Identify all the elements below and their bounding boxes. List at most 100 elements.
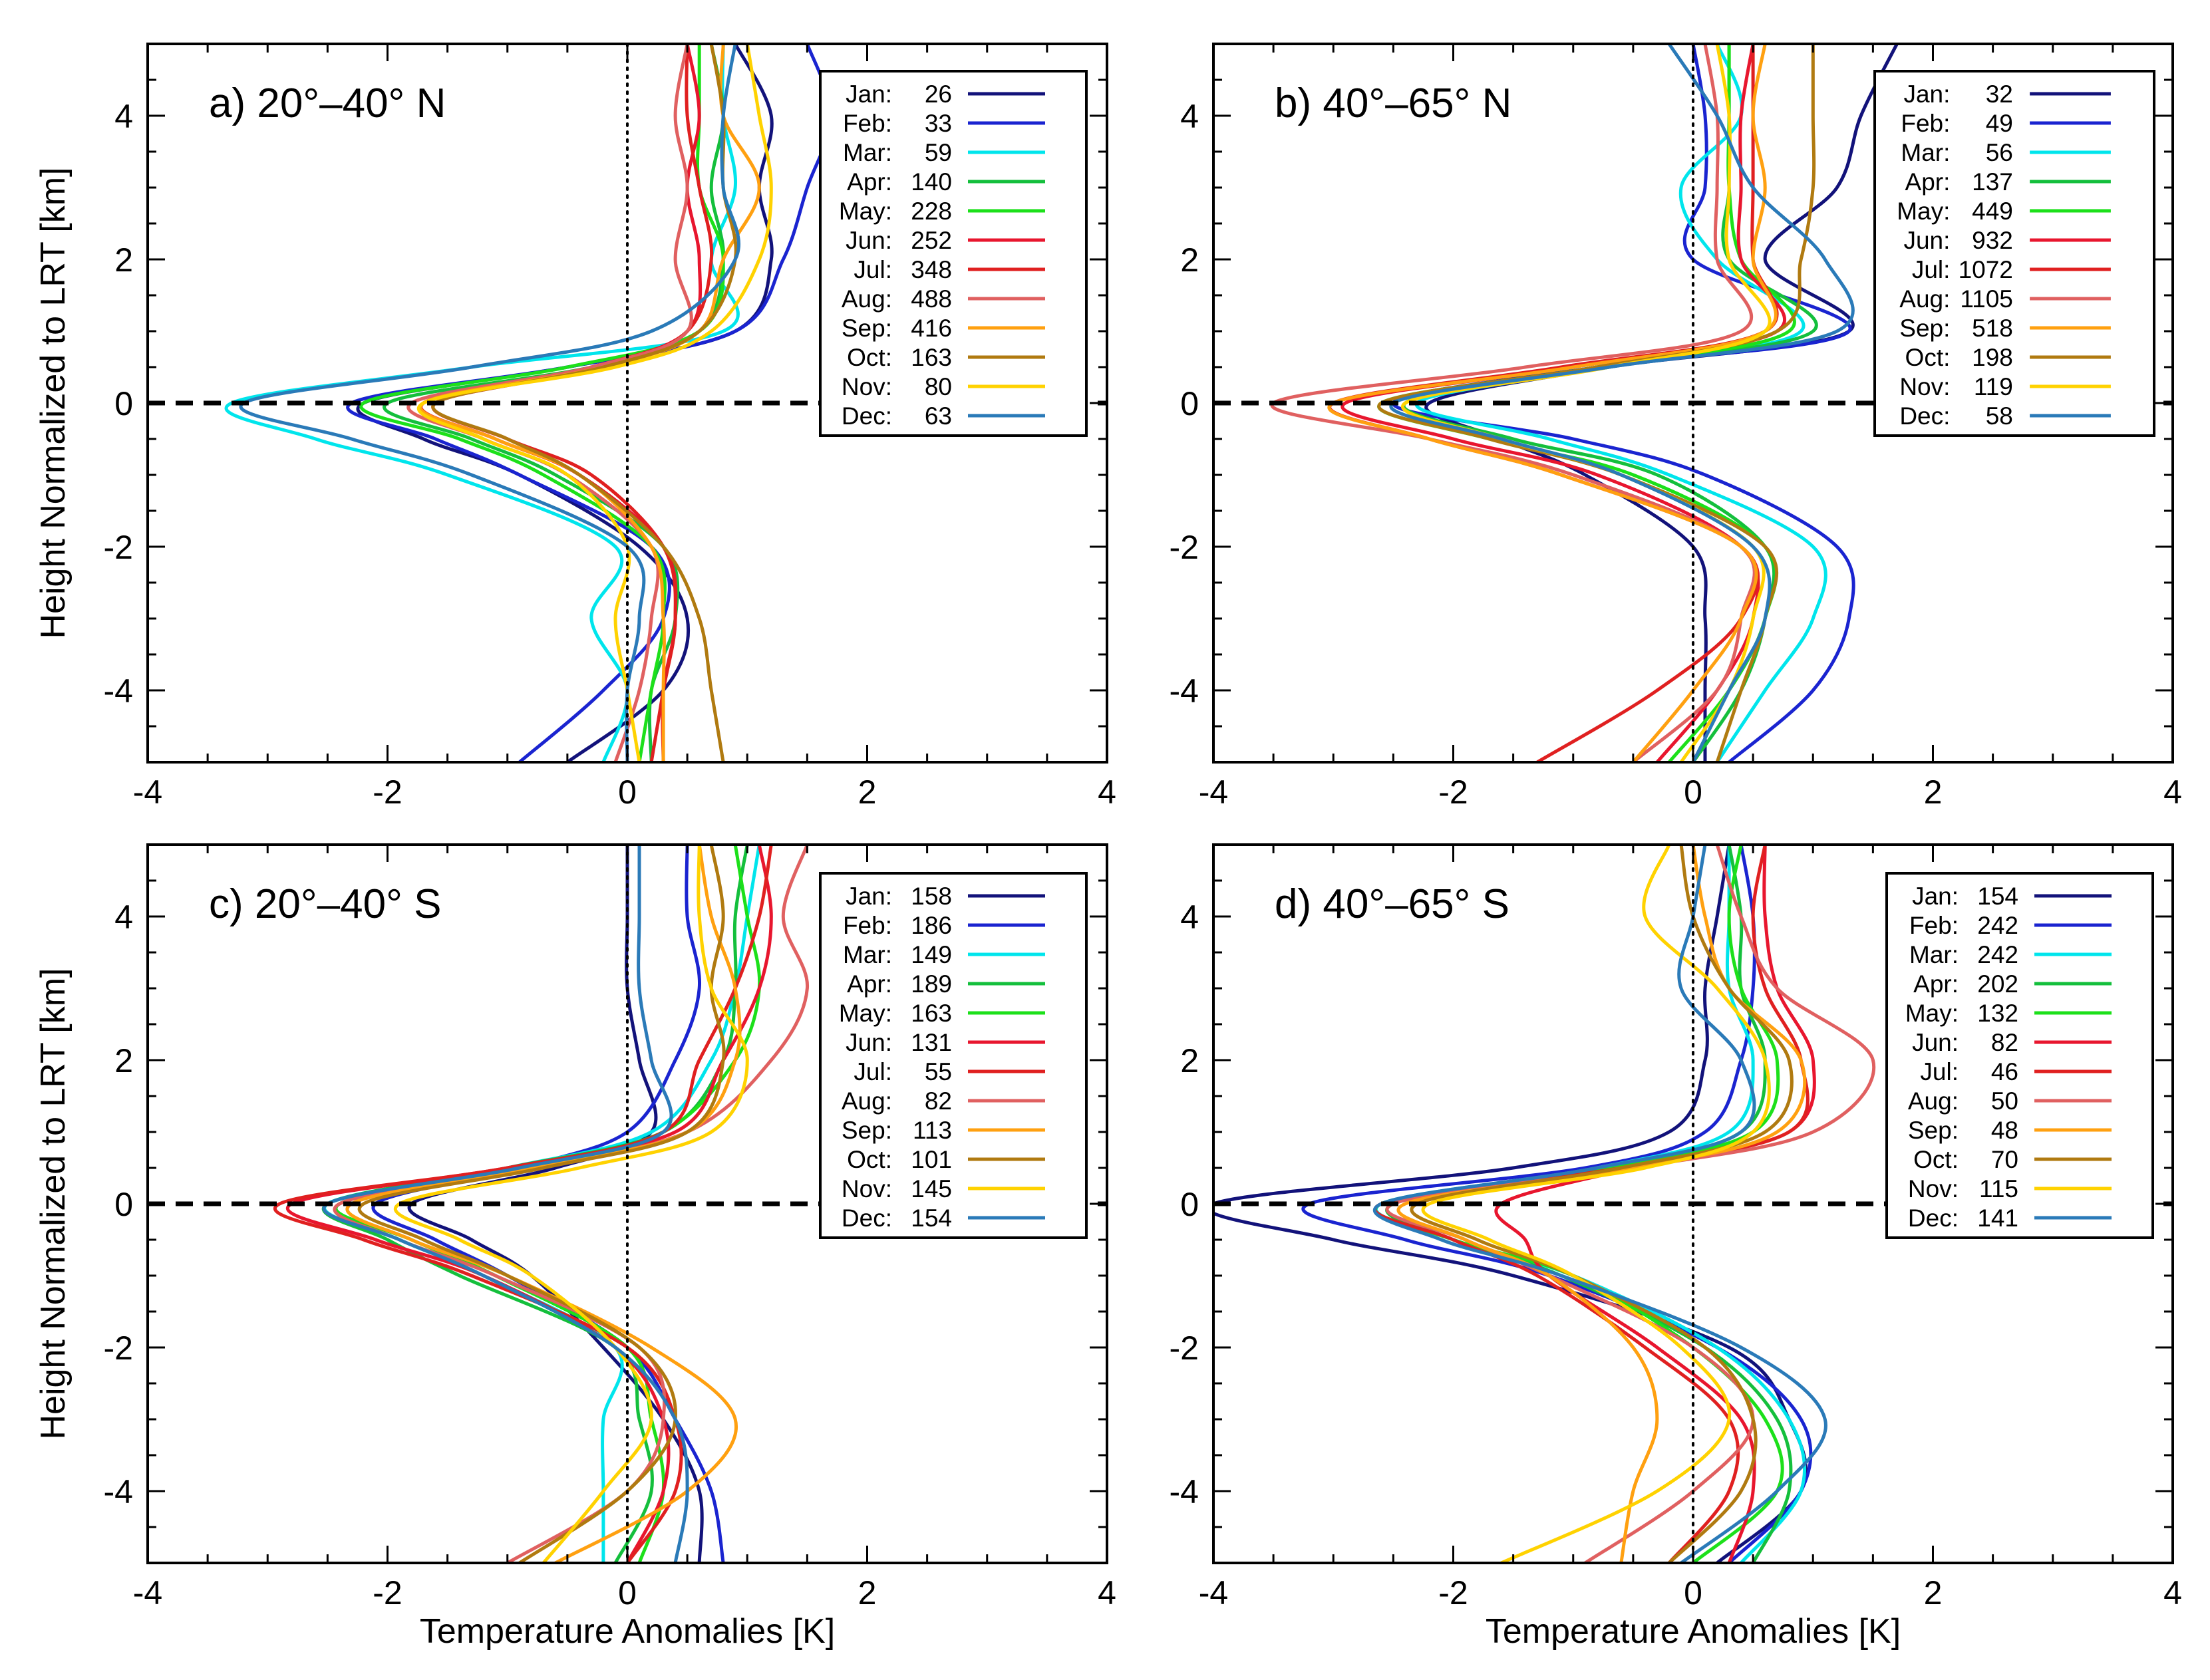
x-tick-label: -2 — [1438, 1574, 1468, 1611]
legend-entry-apr: Apr: 189 — [847, 970, 1045, 998]
legend-month: May: — [839, 1000, 892, 1027]
legend-month: Apr: — [1913, 970, 1959, 998]
legend-month: Feb: — [1909, 912, 1959, 939]
legend-month: Jan: — [846, 80, 892, 108]
x-tick-label: 0 — [1684, 1574, 1702, 1611]
panel-title: c) 20°–40° S — [209, 881, 441, 927]
legend-count: 33 — [925, 110, 952, 137]
legend-entry-jan: Jan: 154 — [1912, 883, 2112, 910]
series-line-mar — [1414, 44, 1827, 762]
legend-count: 132 — [1977, 1000, 2018, 1027]
series-line-nov — [416, 44, 773, 762]
legend-count: 115 — [1979, 1175, 2018, 1202]
legend-entry-jul: Jul: 1072 — [1912, 256, 2111, 283]
series-group — [224, 44, 833, 762]
y-tick-label: -4 — [1170, 1473, 1199, 1510]
legend-entry-oct: Oct: 163 — [847, 344, 1045, 371]
legend-entry-dec: Dec: 141 — [1908, 1204, 2112, 1232]
legend-month: Nov: — [842, 1175, 892, 1202]
legend-count: 488 — [911, 285, 952, 313]
legend-entry-jul: Jul: 46 — [1920, 1058, 2112, 1085]
legend-entry-aug: Aug: 488 — [842, 285, 1045, 313]
legend-entry-apr: Apr: 202 — [1913, 970, 2112, 998]
legend-count: 449 — [1972, 198, 2013, 225]
legend-count: 55 — [925, 1058, 952, 1085]
panel-3: -4 -2 0 2 4 -4 -2 0 2 4 c) 20°–40° S Height Normali… — [34, 843, 1116, 1651]
legend-month: Jan: — [846, 883, 892, 910]
legend-entry-dec: Dec: 154 — [842, 1204, 1045, 1232]
legend-count: 58 — [1986, 402, 2013, 430]
y-tick-label: 0 — [114, 385, 133, 422]
x-tick-label: 4 — [1098, 773, 1116, 811]
legend-entry-sep: Sep: 48 — [1908, 1117, 2112, 1144]
legend-month: Oct: — [1905, 344, 1951, 371]
x-tick-label: 0 — [618, 1574, 637, 1611]
legend-month: Jun: — [846, 1029, 892, 1056]
legend-count: 202 — [1977, 970, 2018, 998]
y-tick-label: -4 — [104, 672, 133, 710]
legend-count: 242 — [1977, 941, 2018, 968]
legend-count: 186 — [911, 912, 952, 939]
panel-title: b) 40°–65° N — [1275, 80, 1511, 126]
y-tick-label: -2 — [104, 1330, 133, 1367]
legend-entry-jan: Jan: 158 — [846, 883, 1045, 910]
legend-entry-sep: Sep: 113 — [842, 1117, 1045, 1144]
legend-month: Jan: — [1912, 883, 1959, 910]
legend-count: 348 — [911, 256, 952, 283]
legend-month: Aug: — [1908, 1087, 1959, 1115]
series-line-dec — [1373, 845, 1827, 1563]
series-line-jan — [1213, 845, 1808, 1563]
panel-title: a) 20°–40° N — [209, 80, 446, 126]
legend-month: Dec: — [1908, 1204, 1959, 1232]
legend-month: Mar: — [843, 139, 892, 166]
legend-entry-nov: Nov: 145 — [842, 1175, 1045, 1202]
panel-title: d) 40°–65° S — [1275, 881, 1509, 927]
legend-count: 131 — [911, 1029, 952, 1056]
series-line-feb — [346, 44, 833, 762]
legend-entry-oct: Oct: 198 — [1905, 344, 2111, 371]
x-tick-label: 2 — [1924, 773, 1943, 811]
y-tick-label: 2 — [1180, 1042, 1199, 1079]
legend-month: May: — [1905, 1000, 1959, 1027]
legend-count: 145 — [911, 1175, 952, 1202]
series-line-jan — [1424, 44, 1899, 762]
legend-box — [1873, 70, 2155, 437]
legend-count: 158 — [911, 883, 952, 910]
legend-count: 63 — [925, 402, 952, 430]
legend-entry-jun: Jun: 932 — [1903, 227, 2111, 254]
series-line-aug — [333, 845, 809, 1563]
legend-month: Jul: — [1920, 1058, 1959, 1085]
legend-entry-nov: Nov: 80 — [842, 373, 1045, 400]
legend-month: Apr: — [1905, 168, 1951, 196]
legend-month: Mar: — [843, 941, 892, 968]
legend-entry-jan: Jan: 32 — [1903, 80, 2111, 108]
legend-count: 26 — [925, 80, 952, 108]
legend: Jan: 154 Feb: 242 Mar: 242 Apr: 202 May: 132 Jun: 8… — [1885, 872, 2154, 1239]
legend-entry-feb: Feb: 242 — [1909, 912, 2112, 939]
legend-count: 137 — [1972, 168, 2013, 196]
legend-box — [1885, 872, 2154, 1239]
legend-month: Oct: — [1913, 1146, 1959, 1173]
x-tick-label: -4 — [133, 1574, 162, 1611]
series-line-nov — [1421, 845, 1771, 1563]
y-tick-label: -2 — [104, 529, 133, 566]
y-tick-label: 4 — [1180, 98, 1199, 135]
legend-month: Mar: — [1901, 139, 1950, 166]
x-tick-label: -2 — [1438, 773, 1468, 811]
legend-count: 149 — [911, 941, 952, 968]
legend-count: 141 — [1977, 1204, 2018, 1232]
series-line-sep — [1396, 845, 1807, 1563]
y-tick-label: 0 — [114, 1186, 133, 1223]
legend-month: Sep: — [842, 1117, 892, 1144]
y-tick-label: -2 — [1170, 529, 1199, 566]
legend-entry-nov: Nov: 119 — [1899, 373, 2111, 400]
x-tick-label: 4 — [2163, 773, 2182, 811]
legend-count: 140 — [911, 168, 952, 196]
legend-month: Sep: — [842, 315, 892, 342]
legend-entry-apr: Apr: 137 — [1905, 168, 2111, 196]
legend-entry-feb: Feb: 49 — [1901, 110, 2111, 137]
legend-count: 50 — [1991, 1087, 2018, 1115]
legend-count: 56 — [1986, 139, 2013, 166]
